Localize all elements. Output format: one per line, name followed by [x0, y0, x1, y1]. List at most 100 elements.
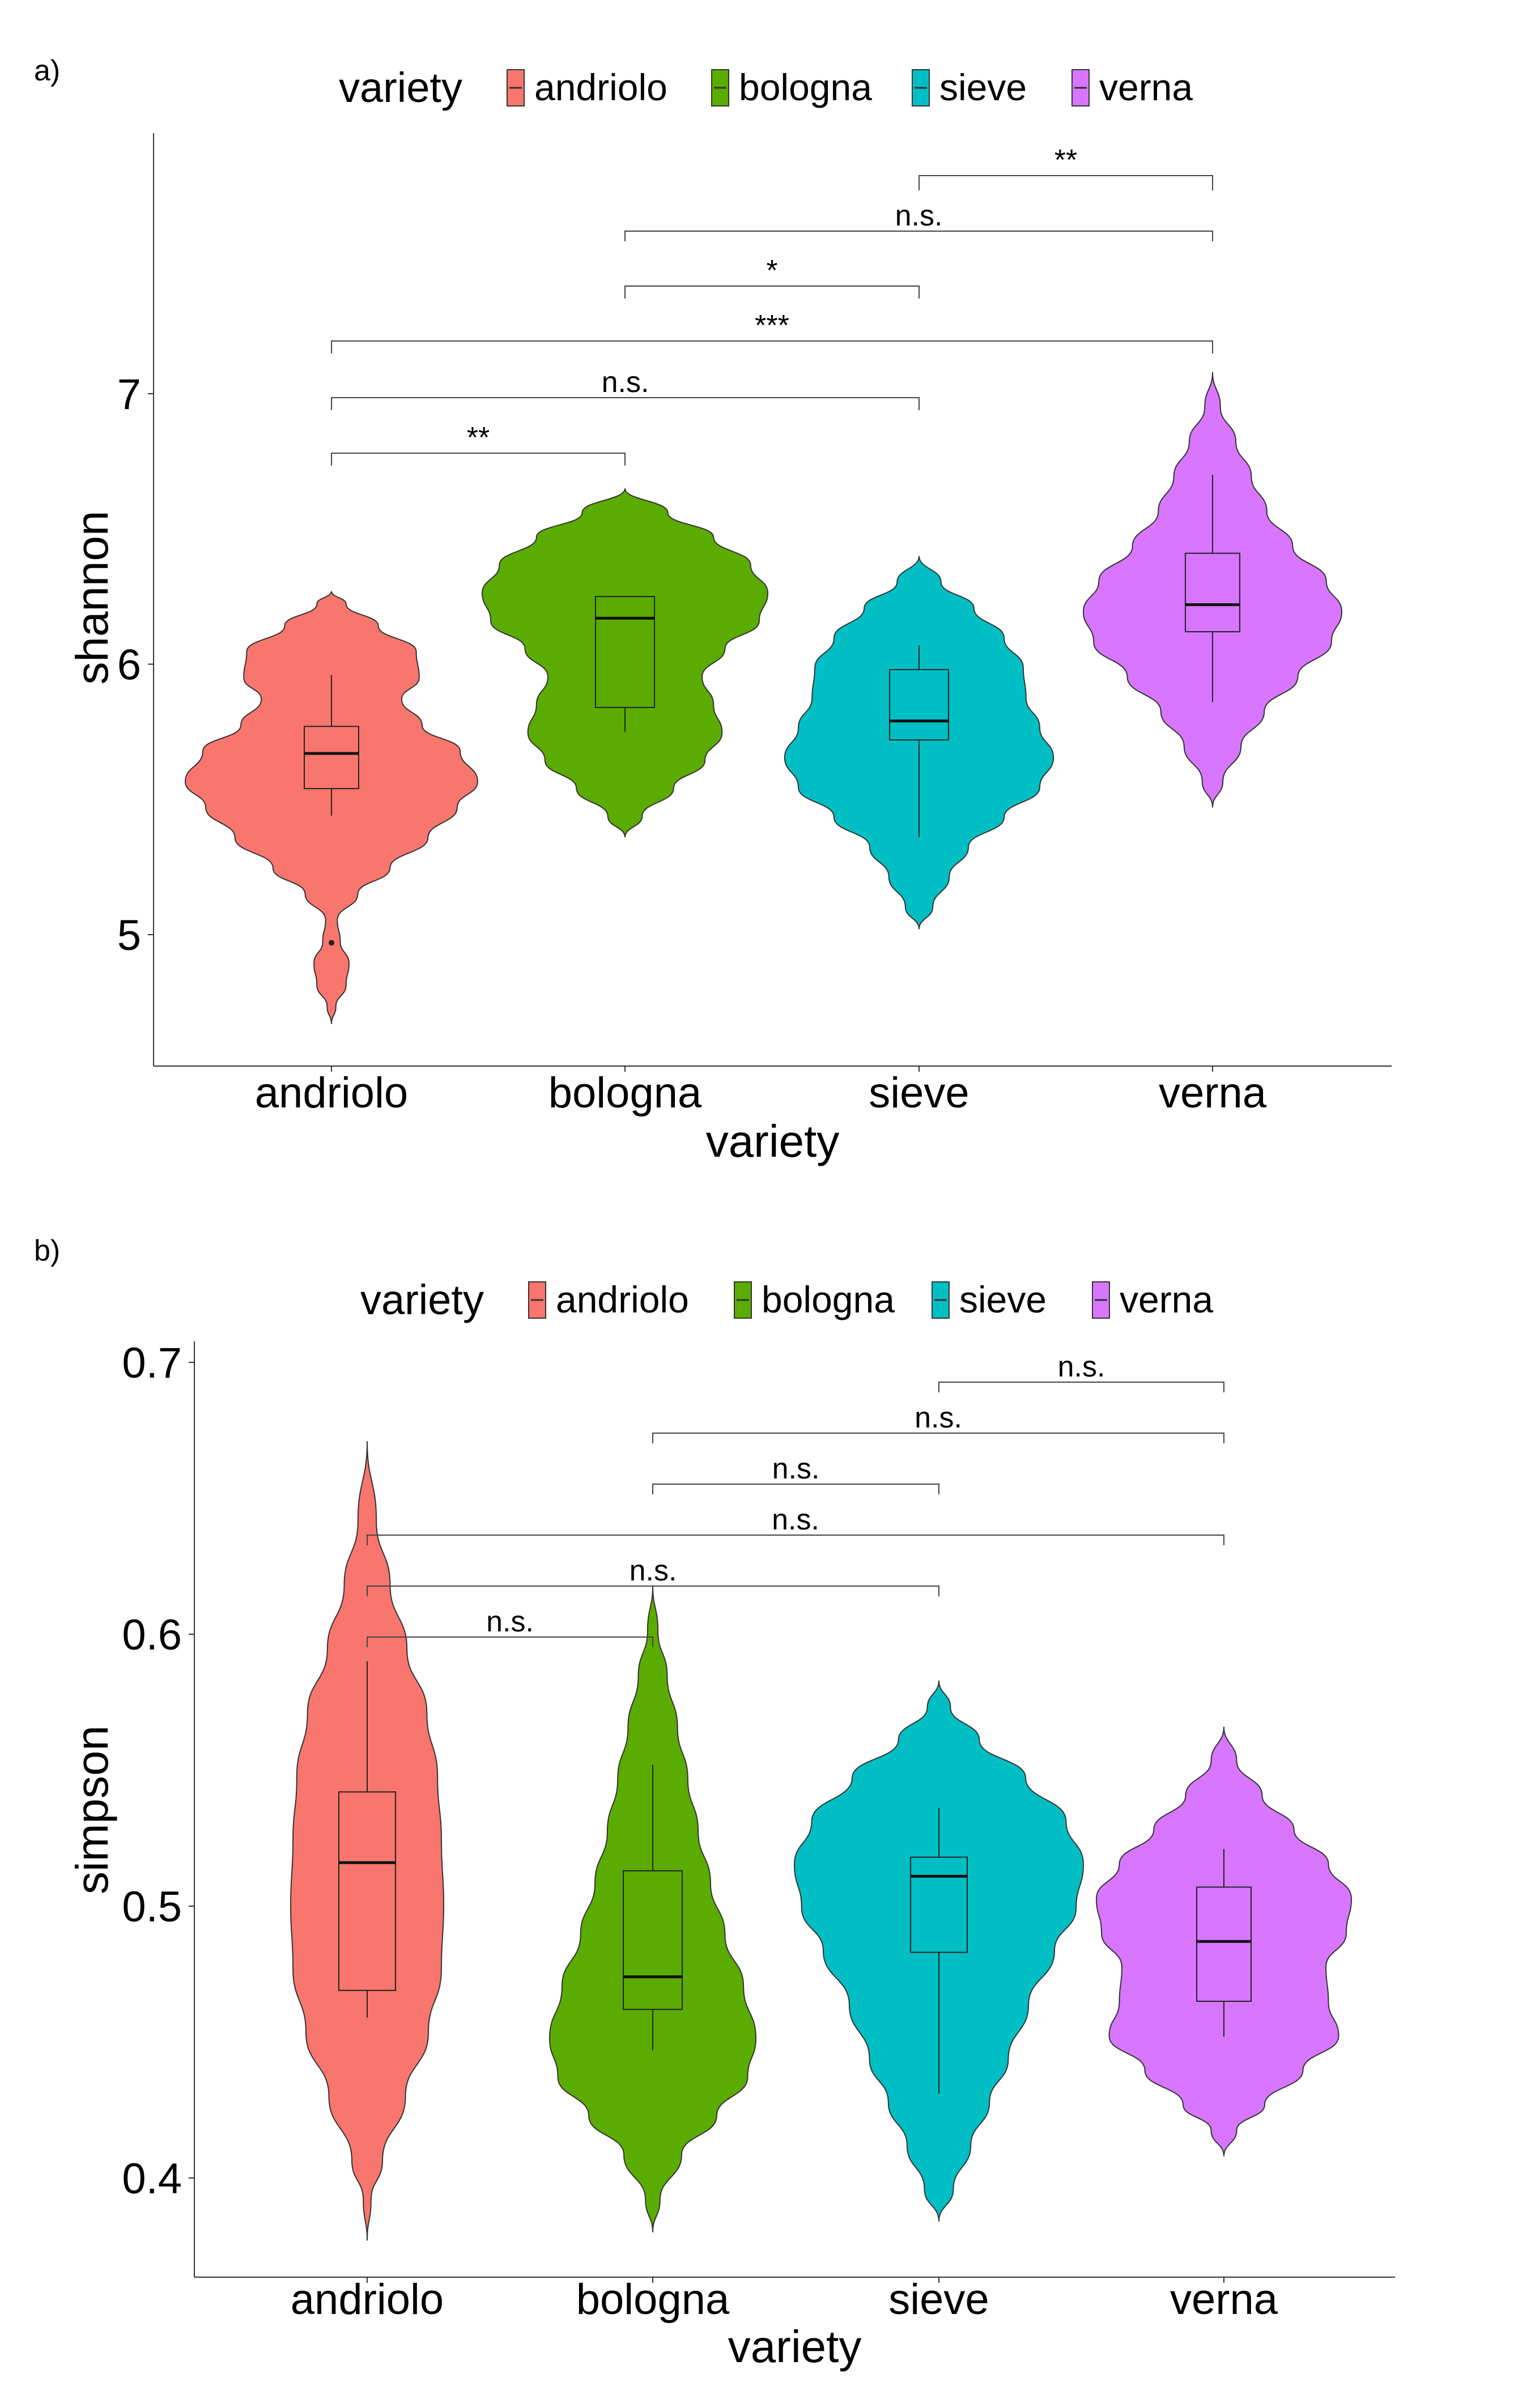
legend-item-sieve: sieve	[912, 66, 1027, 108]
legend: variety andriolo bologna sieve verna	[339, 64, 1193, 111]
box	[1196, 1886, 1252, 2002]
significance-label: n.s.	[602, 366, 649, 399]
bracket-line	[938, 1382, 1224, 1392]
y-tick-label: 7	[117, 370, 141, 419]
significance-bracket: n.s.	[367, 1554, 939, 1596]
boxplot-andriolo	[304, 675, 359, 816]
box	[595, 596, 655, 708]
x-axis-title: variety	[706, 1116, 840, 1166]
x-tick-label-bologna: bologna	[576, 2275, 730, 2324]
boxplot-andriolo	[338, 1661, 396, 2018]
chart-panel-b: b) variety andriolo bologna sieve verna 0.4 0.5…	[34, 1234, 1395, 2372]
significance-label: **	[467, 421, 490, 454]
x-tick-label-verna: verna	[1170, 2275, 1278, 2324]
significance-bracket: n.s.	[367, 1503, 1224, 1545]
boxplot-verna	[1196, 1849, 1252, 2037]
boxplot-sieve	[889, 645, 949, 838]
bracket-line	[367, 1636, 653, 1647]
legend-label: sieve	[959, 1278, 1047, 1320]
significance-bracket: n.s.	[938, 1350, 1224, 1392]
y-axis-title: shannon	[67, 511, 117, 685]
x-axis-title: variety	[728, 2321, 862, 2372]
boxplot-sieve	[910, 1808, 968, 2094]
significance-bracket: n.s.	[652, 1452, 939, 1494]
x-tick-label-bologna: bologna	[548, 1069, 702, 1117]
significance-label: n.s.	[915, 1401, 962, 1434]
x-tick-label-sieve: sieve	[869, 1069, 969, 1117]
y-tick-label: 0.7	[122, 1339, 182, 1387]
x-tick-label-verna: verna	[1159, 1069, 1267, 1117]
bracket-line	[367, 1535, 1224, 1545]
violin-sieve	[793, 1680, 1085, 2222]
legend-item-verna: verna	[1092, 1278, 1213, 1320]
significance-bracket: **	[918, 144, 1213, 190]
legend-item-bologna: bologna	[734, 1278, 895, 1320]
box	[910, 1856, 968, 1953]
significance-label: **	[1054, 144, 1077, 177]
legend-item-verna: verna	[1071, 66, 1193, 108]
significance-bracket: **	[331, 421, 626, 466]
significance-bracket: n.s.	[652, 1401, 1224, 1443]
significance-label: *	[766, 254, 777, 287]
bracket-line	[331, 340, 1213, 353]
x-tick-label-sieve: sieve	[888, 2275, 989, 2324]
significance-label: n.s.	[1058, 1350, 1105, 1383]
significance-label: n.s.	[772, 1452, 820, 1485]
chart-panel-a: a) variety andriolo bologna sieve verna 5 6 7 and…	[34, 54, 1392, 1166]
violin-bologna	[548, 1585, 757, 2233]
boxplot-verna	[1185, 475, 1240, 702]
bracket-line	[624, 285, 920, 299]
significance-bracket: *	[624, 254, 920, 299]
significance-bracket: n.s.	[331, 366, 920, 410]
legend-label: verna	[1120, 1278, 1213, 1320]
legend-label: bologna	[739, 66, 872, 108]
legend-label: andriolo	[534, 66, 667, 108]
legend-item-andriolo: andriolo	[507, 66, 667, 108]
boxplot-bologna	[623, 1765, 683, 2051]
violin-bologna	[481, 488, 769, 838]
box	[623, 1870, 683, 2010]
legend-label: verna	[1099, 66, 1193, 108]
bracket-line	[918, 175, 1213, 190]
significance-label: n.s.	[486, 1605, 534, 1638]
legend-title: variety	[339, 64, 462, 111]
bracket-line	[624, 231, 1213, 241]
x-tick-label-andriolo: andriolo	[255, 1069, 408, 1117]
outlier-point	[329, 940, 334, 946]
boxplot-bologna	[595, 596, 655, 732]
bracket-line	[367, 1586, 939, 1596]
box	[304, 726, 359, 790]
panel-label: a)	[34, 54, 60, 87]
legend-label: sieve	[939, 66, 1027, 108]
legend: variety andriolo bologna sieve verna	[360, 1276, 1213, 1323]
y-axis-title: simpson	[67, 1725, 117, 1894]
legend-item-sieve: sieve	[932, 1278, 1047, 1320]
bracket-line	[652, 1433, 1224, 1443]
box	[1185, 552, 1240, 633]
significance-bracket: n.s.	[624, 199, 1213, 241]
x-tick-label-andriolo: andriolo	[291, 2275, 444, 2324]
box	[338, 1791, 396, 1991]
significance-bracket: ***	[331, 309, 1213, 353]
bracket-line	[331, 397, 920, 410]
y-tick-label: 5	[117, 911, 141, 960]
legend-item-andriolo: andriolo	[528, 1278, 689, 1320]
violin-verna	[1082, 372, 1343, 808]
violin-andriolo	[290, 1441, 445, 2241]
significance-label: n.s.	[630, 1554, 677, 1587]
y-tick-label: 0.4	[122, 2155, 182, 2203]
panel-label: b)	[34, 1234, 60, 1267]
significance-label: n.s.	[895, 199, 943, 232]
bracket-line	[331, 453, 626, 466]
significance-label: ***	[755, 309, 789, 342]
legend-item-bologna: bologna	[711, 66, 872, 108]
legend-label: bologna	[762, 1278, 895, 1320]
y-tick-label: 6	[117, 641, 141, 689]
bracket-line	[652, 1484, 939, 1494]
box	[889, 669, 949, 741]
y-tick-label: 0.5	[122, 1883, 182, 1931]
significance-label: n.s.	[772, 1503, 819, 1536]
legend-label: andriolo	[556, 1278, 689, 1320]
legend-title: variety	[360, 1276, 484, 1323]
